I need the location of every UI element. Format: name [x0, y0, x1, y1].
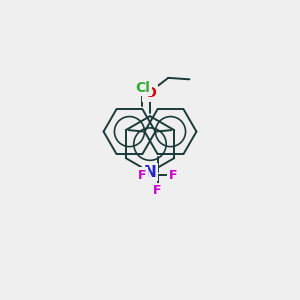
Text: N: N [144, 165, 156, 180]
Text: F: F [153, 184, 162, 197]
Text: Cl: Cl [135, 81, 150, 95]
Text: O: O [144, 86, 156, 100]
Text: F: F [138, 169, 146, 182]
Text: F: F [169, 169, 177, 182]
